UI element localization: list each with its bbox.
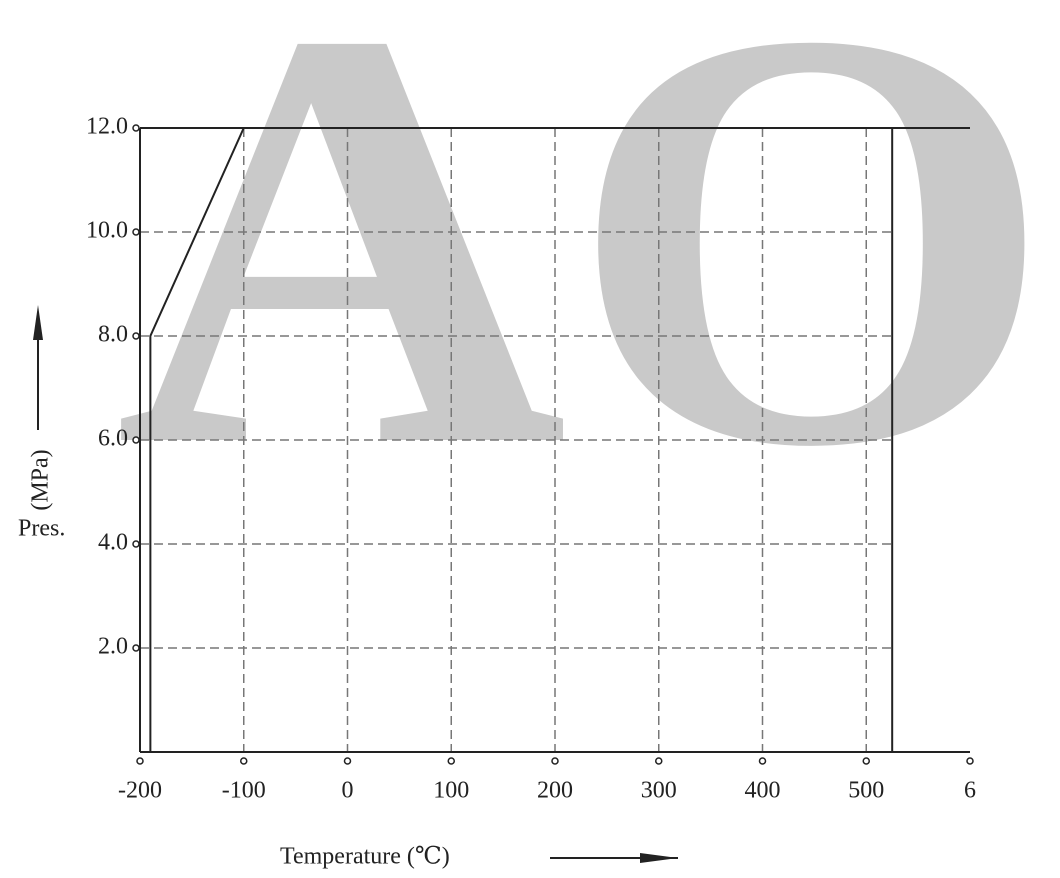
y-tick-label: 2.0 — [98, 634, 128, 660]
x-tick-label: -100 — [222, 778, 266, 804]
x-tick — [447, 757, 455, 765]
y-tick-label: 12.0 — [86, 114, 128, 140]
y-tick — [132, 644, 140, 652]
x-tick — [758, 757, 767, 765]
x-tick — [551, 757, 559, 765]
x-tick-label: 200 — [537, 778, 573, 804]
x-tick — [343, 757, 352, 765]
x-tick-label: 0 — [342, 778, 354, 804]
y-tick-label: 8.0 — [98, 322, 128, 348]
x-tick-label: 300 — [641, 778, 677, 804]
y-tick — [132, 228, 140, 236]
x-axis-label: Temperature (℃) — [280, 844, 450, 870]
x-tick — [240, 757, 248, 765]
x-tick-label: -200 — [118, 778, 162, 804]
x-tick-label: 400 — [745, 778, 781, 804]
x-tick — [862, 757, 870, 765]
x-tick — [966, 757, 974, 765]
y-tick — [132, 124, 140, 132]
x-tick-label: 500 — [848, 778, 884, 804]
y-tick-label: 4.0 — [98, 530, 128, 556]
y-tick — [132, 540, 140, 548]
watermark: AO — [115, 0, 1055, 570]
y-axis-label: Pres. — [18, 516, 65, 542]
x-tick-label: 6 — [964, 778, 976, 804]
y-tick — [132, 436, 140, 444]
y-tick-label: 6.0 — [98, 426, 128, 452]
x-tick — [136, 757, 144, 765]
y-tick-label: 10.0 — [86, 218, 128, 244]
y-axis-unit: (MPa) — [28, 449, 54, 510]
y-arrow-head — [33, 305, 43, 340]
x-tick-label: 100 — [433, 778, 469, 804]
x-tick — [655, 757, 663, 765]
line — [149, 127, 894, 752]
x-arrow-head — [640, 853, 678, 863]
y-tick — [132, 332, 140, 340]
